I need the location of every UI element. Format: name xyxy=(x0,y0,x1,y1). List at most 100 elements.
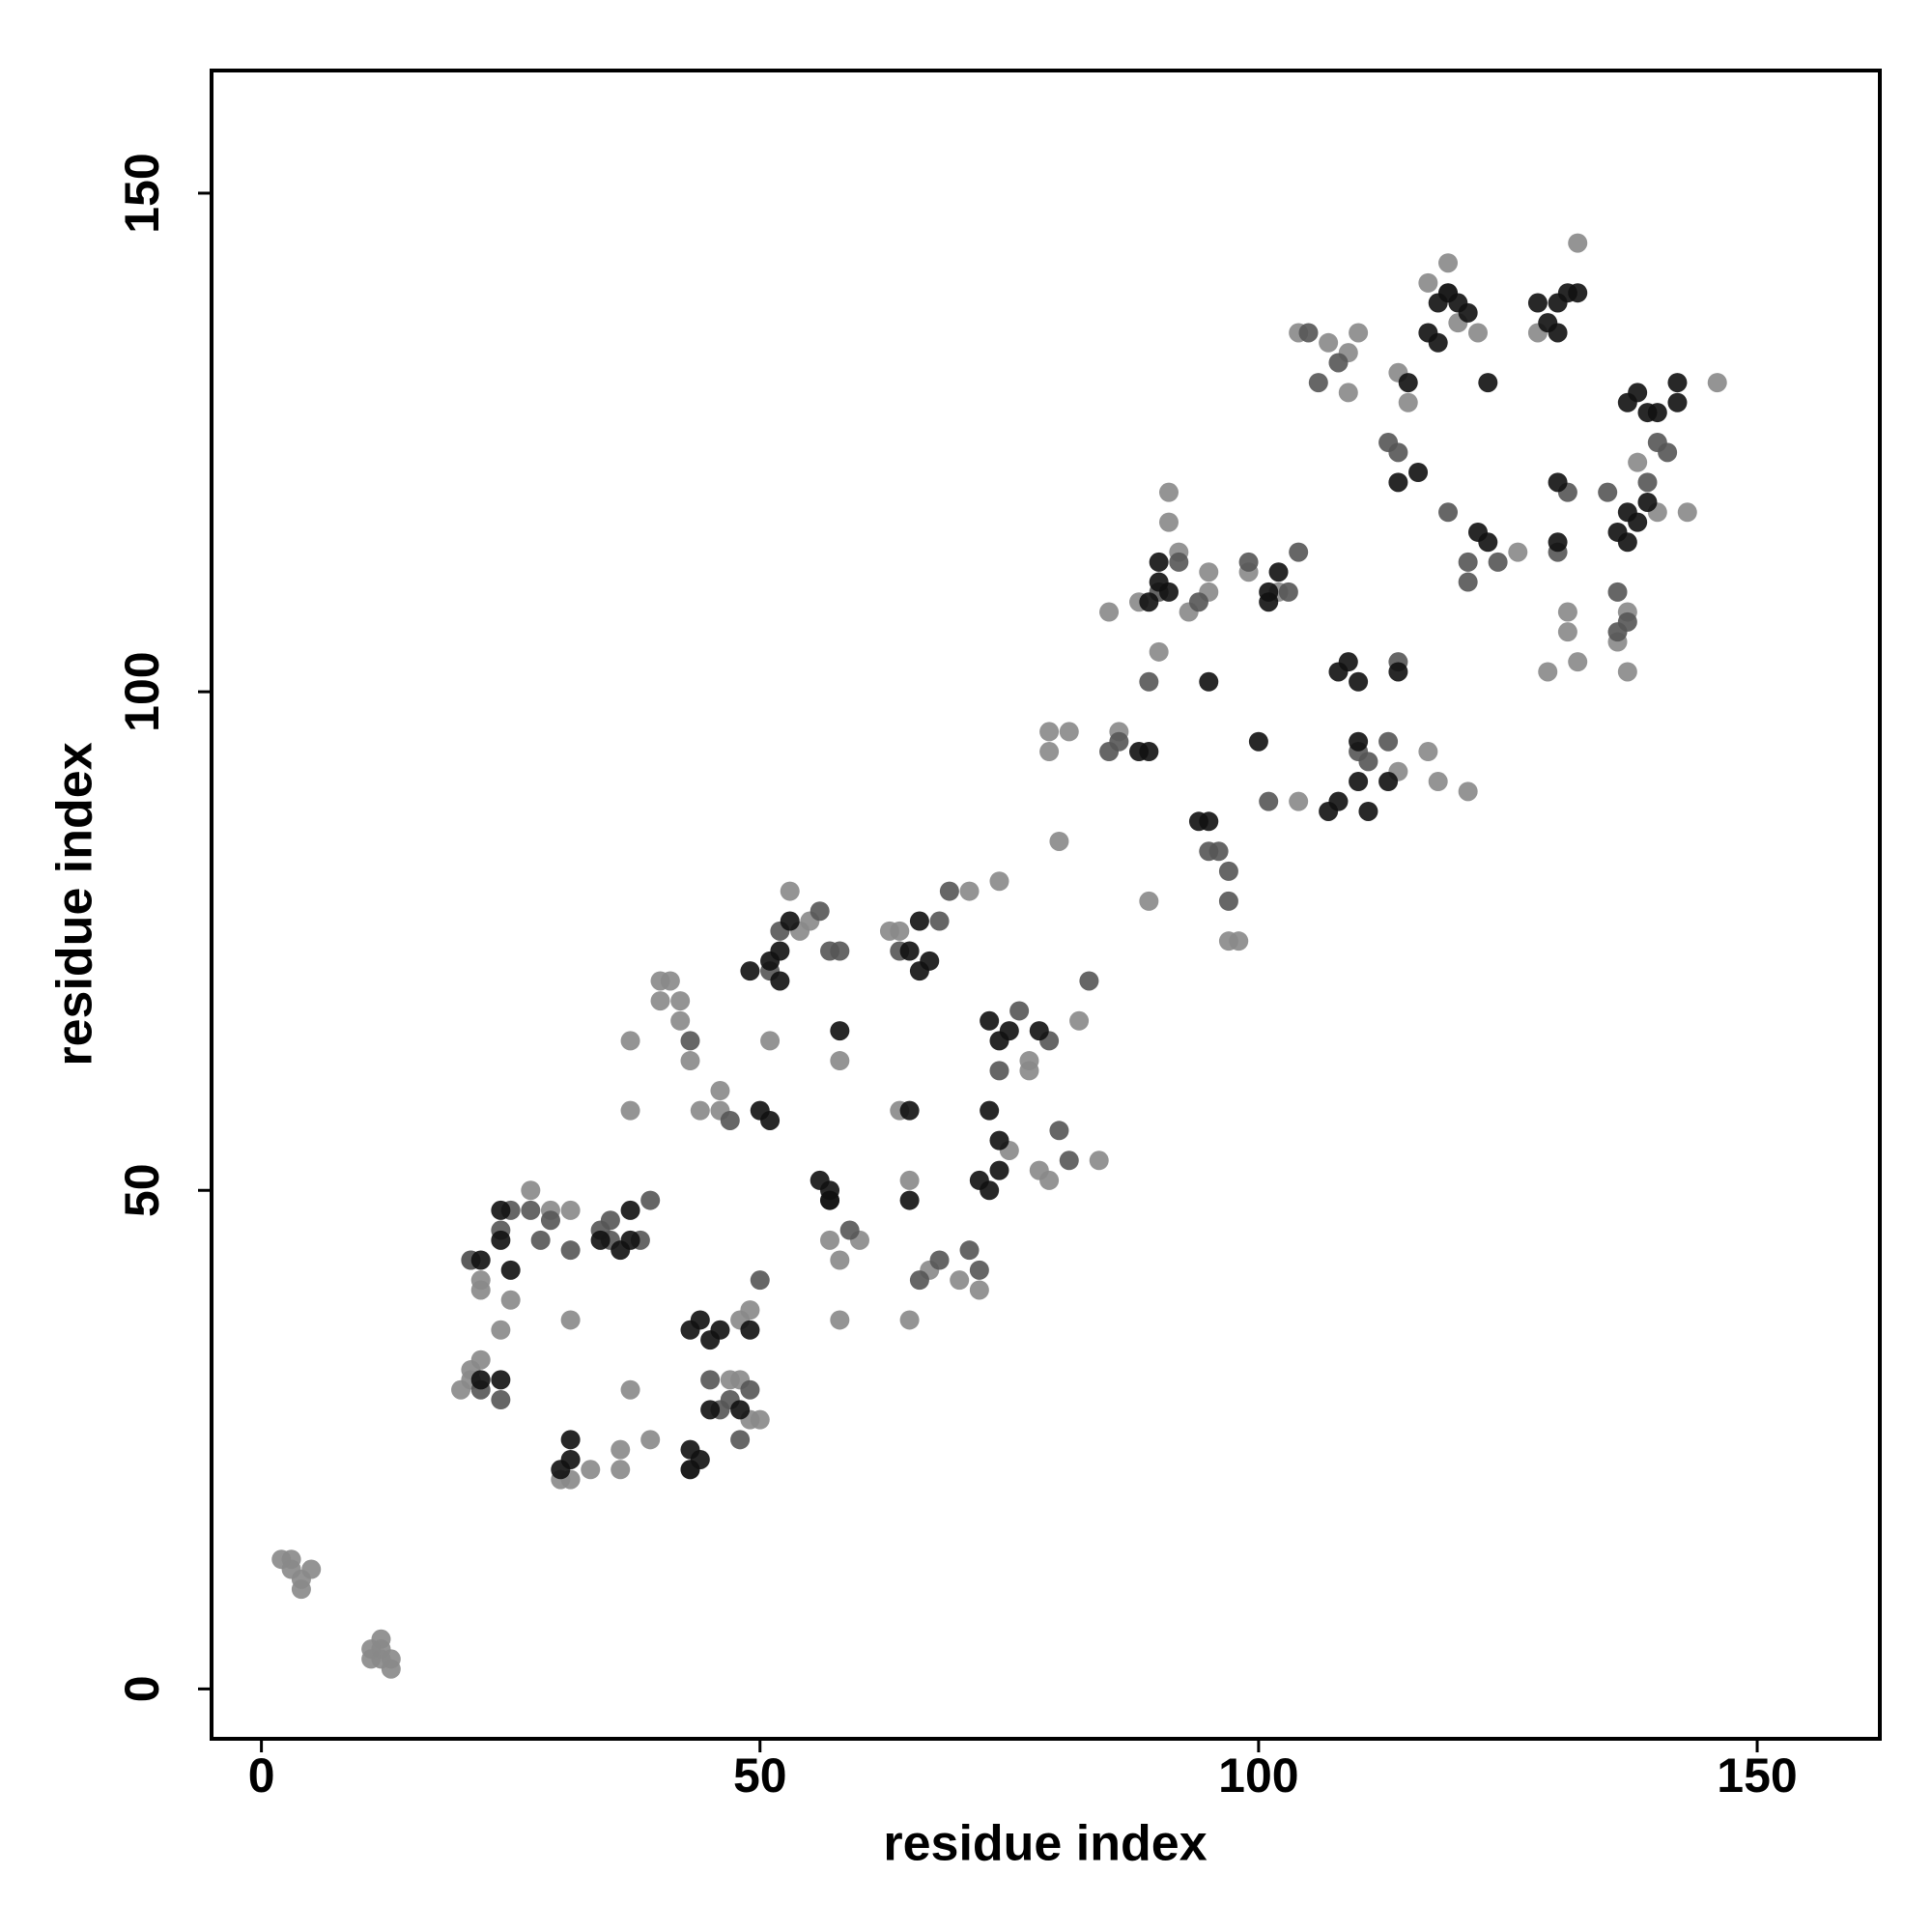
point xyxy=(491,1370,511,1390)
point xyxy=(1039,742,1060,762)
point xyxy=(830,1051,850,1071)
point xyxy=(470,1350,491,1370)
point xyxy=(1398,373,1418,393)
y-tick-label: 0 xyxy=(115,1675,169,1702)
point xyxy=(1458,552,1478,572)
point xyxy=(1149,641,1169,662)
point xyxy=(730,1400,751,1420)
point xyxy=(1199,671,1219,692)
plot-frame xyxy=(210,69,1882,1741)
point xyxy=(1418,272,1438,293)
point xyxy=(1508,542,1528,562)
point xyxy=(1488,552,1508,572)
point xyxy=(600,1210,620,1231)
point xyxy=(1169,552,1189,572)
point xyxy=(1319,332,1339,353)
point xyxy=(1109,731,1129,752)
point xyxy=(1557,622,1577,642)
point xyxy=(1438,253,1459,273)
point xyxy=(1677,502,1697,523)
point xyxy=(950,1270,970,1291)
point xyxy=(989,1160,1009,1180)
point xyxy=(1338,652,1358,672)
point xyxy=(740,1320,760,1340)
point xyxy=(670,1010,691,1031)
point xyxy=(1388,442,1408,463)
point xyxy=(1478,373,1498,393)
point xyxy=(1378,772,1399,792)
point xyxy=(1388,662,1408,682)
point xyxy=(890,921,910,941)
point xyxy=(1158,482,1179,502)
point xyxy=(1349,671,1369,692)
point xyxy=(611,1460,631,1480)
point xyxy=(560,1449,581,1469)
point xyxy=(1548,532,1568,553)
point xyxy=(560,1240,581,1261)
point xyxy=(740,1379,760,1400)
point xyxy=(1607,582,1628,602)
point xyxy=(1298,323,1319,343)
point xyxy=(1637,492,1658,512)
point xyxy=(1647,403,1667,423)
point xyxy=(1478,532,1498,553)
point xyxy=(899,941,920,961)
point xyxy=(1538,662,1558,682)
point xyxy=(1049,831,1069,851)
point xyxy=(1617,532,1637,553)
point xyxy=(730,1430,751,1450)
point xyxy=(810,901,830,922)
point xyxy=(1378,731,1399,752)
point xyxy=(611,1439,631,1460)
point xyxy=(1259,582,1279,602)
point xyxy=(1349,323,1369,343)
point xyxy=(560,1200,581,1220)
point xyxy=(491,1200,511,1220)
point xyxy=(301,1559,322,1579)
point xyxy=(1139,742,1159,762)
point xyxy=(1617,611,1637,632)
point xyxy=(371,1649,391,1669)
point xyxy=(620,1379,640,1400)
point xyxy=(1647,433,1667,453)
point xyxy=(1637,472,1658,493)
point xyxy=(830,1310,850,1330)
point xyxy=(1238,552,1259,572)
point xyxy=(491,1390,511,1410)
point xyxy=(640,1190,661,1210)
point xyxy=(1139,671,1159,692)
point xyxy=(560,1430,581,1450)
point xyxy=(1557,602,1577,622)
point xyxy=(989,871,1009,892)
point xyxy=(1707,373,1727,393)
point xyxy=(830,1021,850,1041)
point xyxy=(1289,791,1309,811)
point xyxy=(1438,502,1459,523)
point xyxy=(371,1629,391,1649)
point xyxy=(620,1200,640,1220)
point xyxy=(1158,512,1179,532)
point xyxy=(1388,472,1408,493)
point xyxy=(1349,772,1369,792)
point xyxy=(989,1061,1009,1081)
points xyxy=(271,233,1727,1679)
point xyxy=(1218,891,1238,911)
point xyxy=(909,1270,929,1291)
x-tick-label: 50 xyxy=(733,1748,787,1803)
point xyxy=(1358,801,1378,821)
point xyxy=(1248,731,1268,752)
point xyxy=(939,881,959,901)
point xyxy=(1139,891,1159,911)
point xyxy=(1099,602,1120,622)
point xyxy=(1188,592,1208,612)
point xyxy=(780,881,800,901)
point xyxy=(1628,383,1648,403)
point xyxy=(1548,323,1568,343)
point xyxy=(1358,752,1378,772)
point xyxy=(470,1370,491,1390)
point xyxy=(1598,482,1618,502)
point xyxy=(1039,722,1060,742)
point xyxy=(710,1320,730,1340)
point xyxy=(650,991,670,1011)
